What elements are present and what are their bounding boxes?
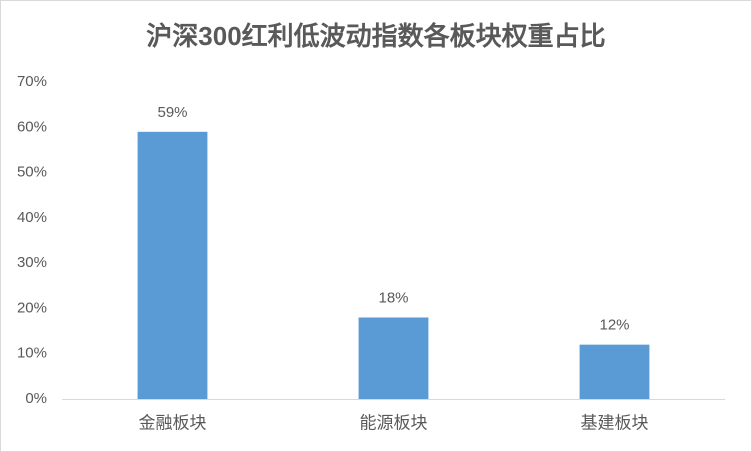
chart-title: 沪深300红利低波动指数各板块权重占比 [146, 21, 605, 51]
data-label: 18% [378, 289, 408, 306]
y-tick-label: 60% [17, 118, 47, 135]
y-tick-label: 10% [17, 345, 47, 362]
y-tick-label: 40% [17, 209, 47, 226]
y-tick-label: 20% [17, 299, 47, 316]
y-tick-label: 30% [17, 254, 47, 271]
y-tick-label: 50% [17, 164, 47, 181]
x-tick-label: 金融板块 [139, 413, 207, 432]
data-label: 12% [599, 317, 629, 334]
y-tick-label: 0% [25, 390, 47, 407]
x-tick-label: 能源板块 [360, 413, 428, 432]
data-label: 59% [157, 104, 187, 121]
bar [137, 131, 208, 400]
bar [358, 317, 429, 399]
y-tick-label: 70% [17, 73, 47, 90]
bar [579, 344, 650, 399]
x-tick-label: 基建板块 [581, 413, 649, 432]
